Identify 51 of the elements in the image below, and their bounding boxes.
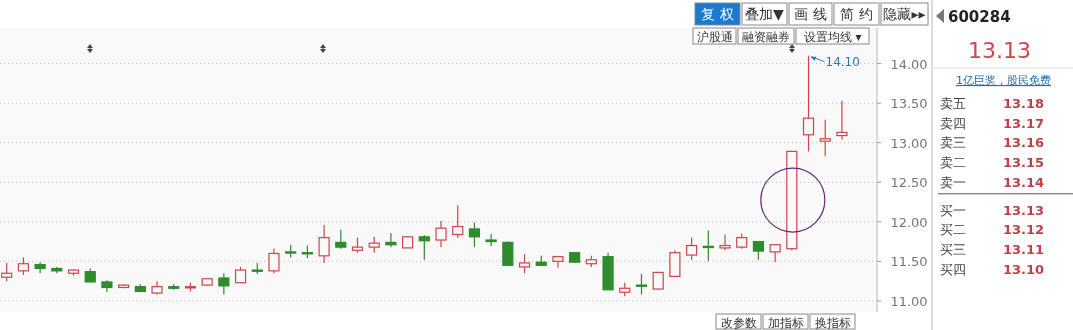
text: 卖四 13.17 <box>940 115 1045 131</box>
candlestick <box>34 261 46 274</box>
y-tick-label: 11.00 <box>890 293 928 309</box>
text: 改参数 <box>720 315 757 330</box>
text: 隐藏▸▸ <box>883 6 926 22</box>
text: 卖一 13.14 <box>940 174 1045 190</box>
text: 1亿巨奖，股民免费 <box>956 74 1051 87</box>
text: 卖三 13.16 <box>940 135 1045 151</box>
y-tick-label: 13.50 <box>890 96 928 112</box>
candlestick <box>318 224 330 264</box>
text: 简 约 <box>840 6 873 22</box>
text: 卖五 13.18 <box>940 96 1045 111</box>
y-tick-label: 11.50 <box>890 254 928 270</box>
candlestick <box>468 222 481 248</box>
y-tick-label: 14.00 <box>890 56 928 72</box>
candlestick <box>752 240 765 261</box>
candlestick <box>669 249 681 277</box>
candlestick <box>385 232 397 248</box>
text: 复 权 <box>701 6 734 22</box>
text: 卖二 13.15 <box>940 155 1045 171</box>
annotation: 融资融券 <box>742 30 790 44</box>
candlestick <box>418 234 430 261</box>
annotation: 沪股通 <box>696 30 733 44</box>
text: 买一 13.13 <box>940 202 1045 218</box>
text: 13.13 <box>968 38 1031 63</box>
y-tick-label: 12.50 <box>890 175 928 191</box>
text: 换指标 <box>814 315 851 330</box>
candlestick <box>518 253 531 274</box>
text: 600284 <box>948 8 1011 26</box>
candlestick <box>268 248 280 274</box>
y-tick-label: 13.00 <box>890 135 928 151</box>
candlestick <box>335 229 347 250</box>
text: 叠加▼ <box>745 6 785 22</box>
text: 加指标 <box>767 315 804 330</box>
text: 画 线 <box>794 6 827 22</box>
y-tick-label: 12.00 <box>890 214 928 230</box>
candlestick <box>635 273 648 296</box>
annotation: 设置均线 ▾ <box>803 30 862 44</box>
candlestick <box>218 272 230 296</box>
candlestick <box>452 204 464 239</box>
candlestick <box>485 233 497 247</box>
candlestick <box>435 220 447 248</box>
candlestick <box>802 55 815 153</box>
candlestick <box>686 237 698 261</box>
candlestick <box>819 119 831 157</box>
text: 买三 13.11 <box>940 241 1045 257</box>
candlestick <box>719 233 731 251</box>
text: 买四 13.10 <box>940 261 1045 277</box>
candlestick <box>836 100 848 141</box>
text: 买二 13.12 <box>940 222 1045 238</box>
annotation: 14.10 <box>825 54 860 69</box>
